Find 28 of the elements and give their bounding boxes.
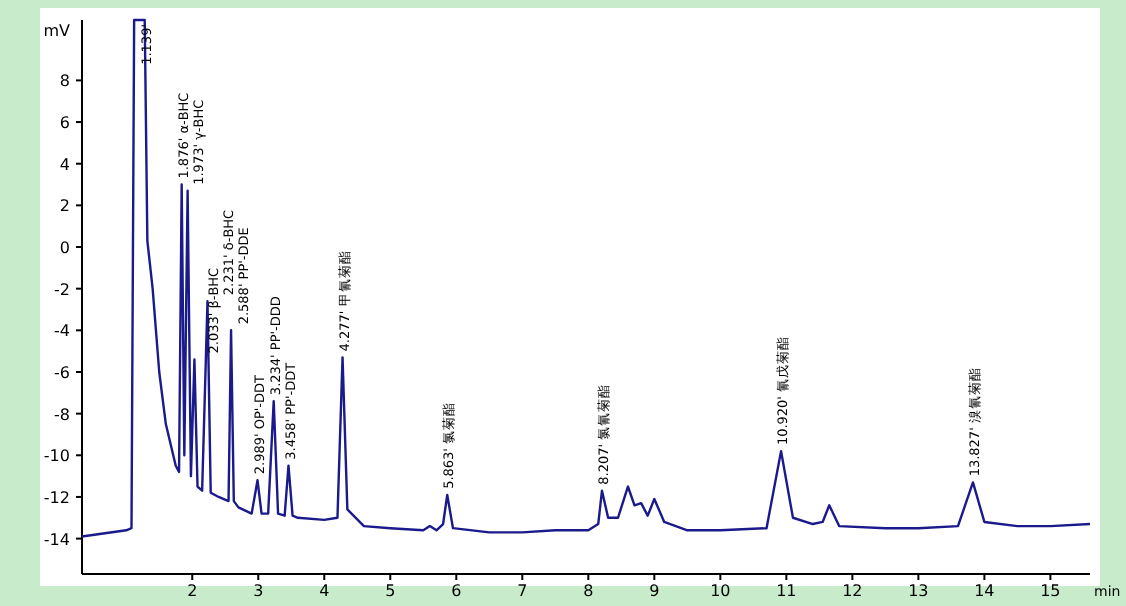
y-axis-title: mV (43, 22, 72, 40)
x-tick-label: 15 (1040, 582, 1061, 600)
x-tick-label: 11 (776, 582, 797, 600)
x-tick-label: 2 (187, 582, 198, 600)
x-tick-label: 7 (517, 582, 528, 600)
y-tick-label: -4 (54, 322, 70, 341)
x-tick-label: 4 (319, 582, 330, 600)
x-tick-label: 14 (974, 582, 995, 600)
y-tick-label: 0 (59, 239, 70, 258)
y-tick-label: 6 (59, 114, 70, 133)
y-tick-label: -14 (43, 530, 70, 549)
x-tick-label: 9 (649, 582, 660, 600)
y-tick-label: -8 (54, 405, 70, 424)
x-tick-label: 3 (253, 582, 264, 600)
y-tick-label: 8 (59, 72, 70, 91)
y-tick-label: 2 (59, 197, 70, 216)
y-tick-label: -6 (54, 363, 70, 382)
y-tick-label: -10 (43, 447, 70, 466)
x-tick-label: 12 (842, 582, 863, 600)
x-tick-label: 8 (583, 582, 594, 600)
line-series (80, 18, 1092, 538)
y-tick-label: -12 (43, 488, 70, 507)
y-tick-label: -2 (54, 280, 70, 299)
x-tick-label: 6 (451, 582, 462, 600)
x-tick-label: 10 (710, 582, 731, 600)
x-tick-label: 5 (385, 582, 396, 600)
x-tick-label: 13 (908, 582, 929, 600)
y-tick-label: 4 (59, 155, 70, 174)
